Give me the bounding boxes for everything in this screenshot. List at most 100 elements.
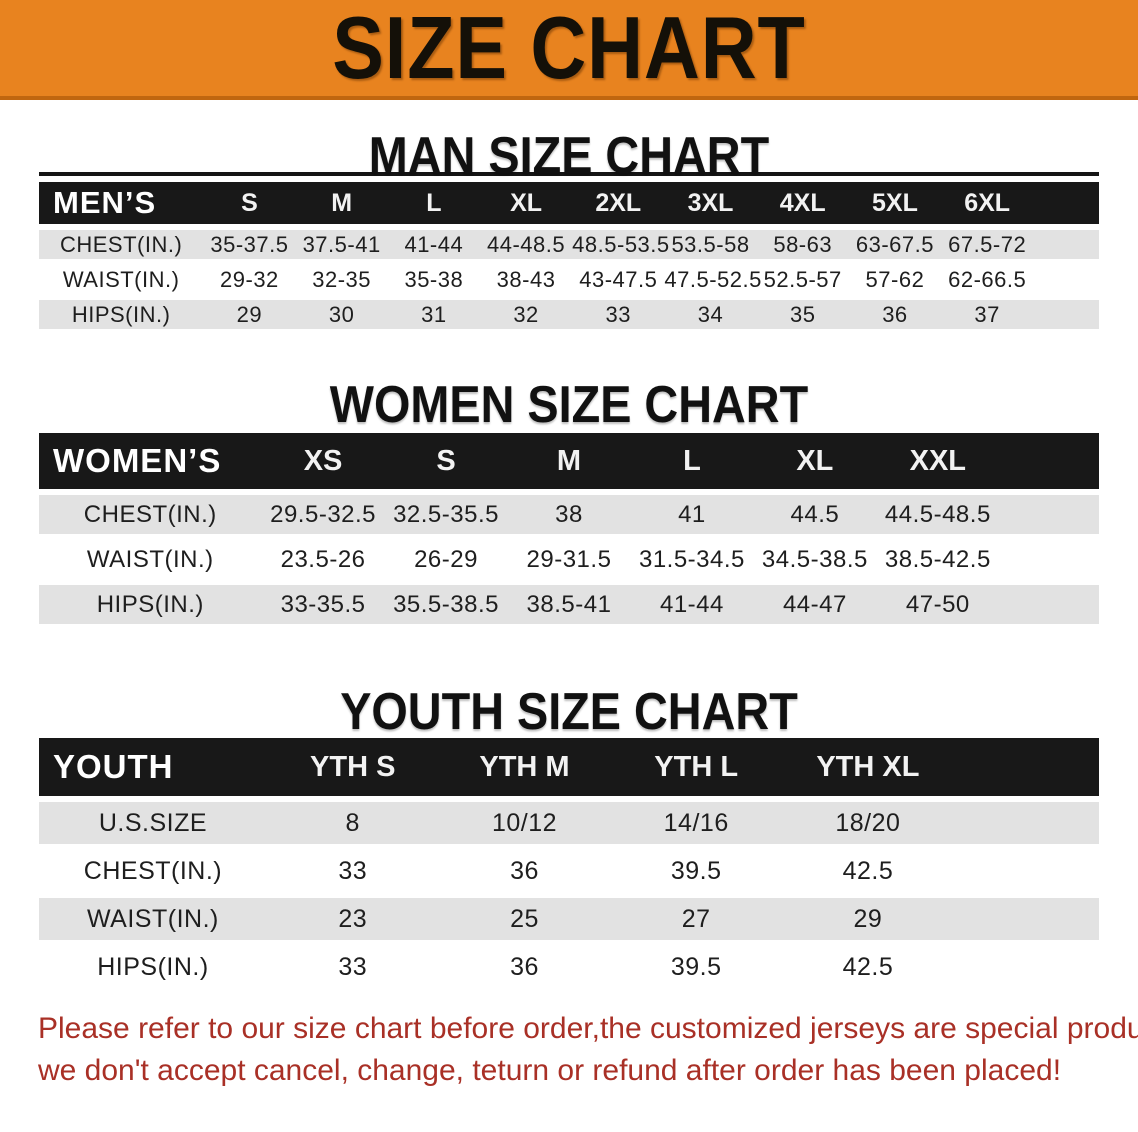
size-cell: 47.5-52.5 (664, 266, 762, 292)
size-cell: 52.5-57 (763, 266, 842, 292)
size-cell: 33 (338, 952, 368, 981)
size-cell: 26-29 (414, 545, 478, 573)
size-cell: 48.5-53.5 (572, 231, 670, 257)
table-row: WAIST(IN.) 23 25 27 29 (39, 898, 1099, 940)
column-header: M (556, 444, 582, 477)
size-cell: 29-31.5 (526, 545, 612, 573)
table-row: U.S.SIZE 8 10/12 14/16 18/20 (39, 802, 1099, 844)
size-cell: 27 (681, 904, 711, 933)
size-cell: 34.5-38.5 (761, 545, 868, 573)
table-row: HIPS(IN.) 33-35.5 35.5-38.5 38.5-41 41-4… (39, 585, 1099, 624)
size-cell: 29 (853, 904, 883, 933)
size-cell: 63-67.5 (855, 231, 934, 257)
size-cell: 37 (974, 301, 1000, 327)
column-header: XXL (909, 444, 967, 477)
size-cell: 38.5-41 (526, 590, 612, 618)
column-header: XL (510, 188, 543, 217)
size-cell: 10/12 (491, 808, 557, 837)
header-spacer (999, 433, 1099, 489)
size-cell: 67.5-72 (948, 231, 1027, 257)
size-cell: 32.5-35.5 (393, 500, 499, 528)
header-spacer (954, 738, 1099, 796)
size-cell: 62-66.5 (948, 266, 1027, 292)
size-cell: 42.5 (842, 952, 894, 981)
size-cell: 33 (605, 301, 632, 327)
size-cell: 31.5-34.5 (638, 545, 745, 573)
table-row: CHEST(IN.) 35-37.5 37.5-41 41-44 44-48.5… (39, 230, 1099, 259)
size-cell: 32 (513, 301, 539, 327)
size-cell: 38-43 (496, 266, 556, 292)
size-cell: 36 (882, 301, 908, 327)
size-cell: 32-35 (312, 266, 372, 292)
size-cell: 38.5-42.5 (884, 545, 991, 573)
size-cell: 8 (345, 808, 360, 837)
size-cell: 58-63 (773, 231, 833, 257)
women-table-label: WOMEN’S (53, 442, 222, 479)
size-cell: 23 (338, 904, 368, 933)
youth-size-table: YOUTH YTH S YTH M YTH L YTH XL U.S.SIZE … (39, 732, 1099, 994)
column-header: 2XL (595, 188, 642, 217)
row-spacer (954, 898, 1099, 940)
page-title: SIZE CHART (332, 0, 806, 97)
size-cell: 35.5-38.5 (393, 590, 499, 618)
column-header: 6XL (964, 188, 1011, 217)
row-spacer (999, 495, 1099, 534)
youth-table-label: YOUTH (53, 748, 174, 785)
row-spacer (999, 585, 1099, 624)
size-cell: 44.5 (790, 500, 840, 528)
row-spacer (999, 540, 1099, 579)
row-label: U.S.SIZE (98, 808, 208, 837)
table-row: WAIST(IN.) 29-32 32-35 35-38 38-43 43-47… (39, 265, 1099, 294)
column-header: YTH XL (816, 750, 920, 783)
column-header: 5XL (872, 188, 918, 217)
youth-section-heading: YOUTH SIZE CHART (340, 683, 798, 741)
women-header-row: WOMEN’S XS S M L XL XXL (39, 433, 1099, 489)
table-row: CHEST(IN.) 29.5-32.5 32.5-35.5 38 41 44.… (39, 495, 1099, 534)
footer-note-line2: we don't accept cancel, change, teturn o… (38, 1054, 1062, 1087)
row-label: HIPS(IN.) (96, 590, 204, 618)
header-spacer (1033, 182, 1099, 224)
men-header-row: MEN’S S M L XL 2XL 3XL 4XL 5XL 6XL (39, 182, 1099, 224)
row-spacer (1033, 230, 1099, 259)
size-cell: 36 (510, 856, 539, 885)
column-header: M (331, 188, 353, 217)
size-cell: 23.5-26 (280, 545, 366, 573)
size-cell: 53.5-58 (671, 231, 750, 257)
table-row: WAIST(IN.) 23.5-26 26-29 29-31.5 31.5-34… (39, 540, 1099, 579)
table-row: HIPS(IN.) 29 30 31 32 33 34 35 36 37 (39, 300, 1099, 329)
men-table-label: MEN’S (53, 185, 157, 220)
size-cell: 29.5-32.5 (270, 500, 377, 528)
size-cell: 41-44 (404, 231, 464, 257)
size-cell: 37.5-41 (302, 231, 381, 257)
row-label: CHEST(IN.) (83, 856, 223, 885)
size-cell: 35-38 (404, 266, 464, 292)
row-spacer (1033, 265, 1099, 294)
table-row: HIPS(IN.) 33 36 39.5 42.5 (39, 946, 1099, 988)
men-section-heading: MAN SIZE CHART (368, 127, 770, 185)
size-cell: 30 (328, 301, 355, 327)
column-header: XS (303, 444, 343, 477)
men-size-table: MEN’S S M L XL 2XL 3XL 4XL 5XL 6XL CHEST… (39, 172, 1099, 335)
row-spacer (954, 850, 1099, 892)
size-cell: 43-47.5 (579, 266, 658, 292)
column-header: S (436, 444, 456, 477)
column-header: 3XL (687, 188, 734, 217)
size-cell: 31 (421, 301, 447, 327)
row-spacer (954, 946, 1099, 988)
size-cell: 44-47 (782, 590, 847, 618)
row-label: HIPS(IN.) (97, 952, 209, 981)
row-label: WAIST(IN.) (62, 266, 180, 292)
size-cell: 33 (338, 856, 368, 885)
youth-header-row: YOUTH YTH S YTH M YTH L YTH XL (39, 738, 1099, 796)
size-cell: 35 (789, 301, 816, 327)
column-header: YTH S (310, 750, 396, 783)
size-cell: 38 (555, 500, 583, 528)
footer-note: Please refer to our size chart before or… (38, 1008, 1138, 1092)
size-cell: 42.5 (842, 856, 894, 885)
row-label: WAIST(IN.) (87, 904, 219, 933)
row-spacer (954, 802, 1099, 844)
table-row: CHEST(IN.) 33 36 39.5 42.5 (39, 850, 1099, 892)
size-cell: 41 (678, 500, 706, 528)
size-cell: 29 (236, 301, 263, 327)
